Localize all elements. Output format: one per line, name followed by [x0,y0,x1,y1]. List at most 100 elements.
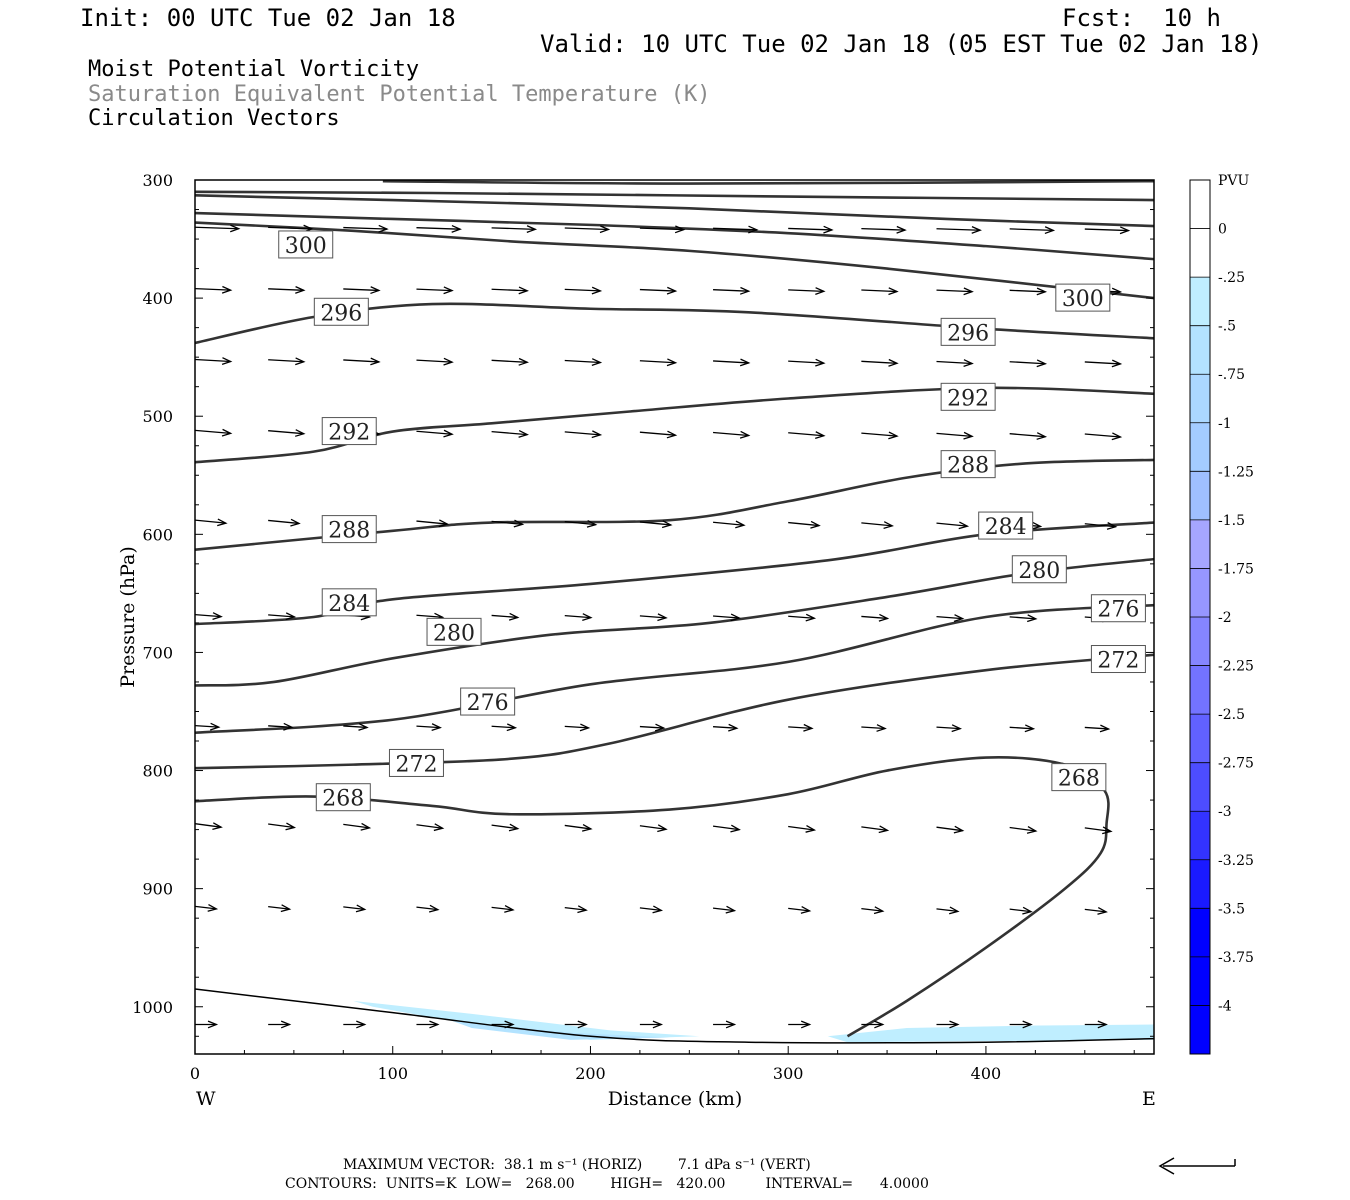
vector-head [356,1020,367,1029]
contour-label-text: 280 [433,621,475,646]
vector-head [652,905,664,914]
vector-shaft [268,519,300,525]
vector-head [230,224,241,233]
contour-label-box [315,783,371,812]
vector-shaft [1084,908,1107,913]
wind-vector [564,286,603,295]
wind-vector [788,431,826,440]
vector-shaft [639,521,671,526]
contour-label-292: 292 [940,382,996,411]
contour-label-text: 276 [467,691,509,716]
circulation-vectors [195,224,1131,1029]
wind-vector [268,822,297,831]
vector-head [221,285,233,294]
colorbar-level-label: -.75 [1218,367,1245,383]
wind-vector [1084,907,1108,915]
colorbar-swatch [1190,277,1210,327]
vector-head [815,287,826,295]
wind-vector [268,612,297,621]
vector-head [433,823,445,832]
x-tick-label: 0 [190,1064,200,1083]
vector-head [217,518,228,527]
wind-vector [416,519,450,528]
vector-shaft [268,226,312,230]
vector-head [577,1020,588,1029]
wind-vector [712,824,741,833]
contour-label-288: 288 [940,450,996,479]
contour-label-300: 300 [1055,283,1111,312]
colorbar-unit: PVU [1218,173,1250,189]
wind-vector [788,723,814,732]
wind-vector [861,431,899,440]
vector-shaft [564,227,609,231]
wind-vector [564,723,591,732]
contour-label-288: 288 [321,515,377,544]
vector-head [283,722,294,731]
vector-head [951,724,962,733]
vector-head [285,822,297,831]
y-tick-label: 300 [142,171,173,190]
wind-vector [788,613,817,622]
contour-label-268: 268 [315,783,371,812]
vector-head [581,823,593,832]
contour-label-296: 296 [313,297,369,326]
vector-shaft [861,227,906,231]
vector-shaft [268,725,292,728]
vector-shaft [712,521,744,526]
contour-line-276 [195,603,1154,735]
vector-shaft [1009,726,1034,730]
vector-shaft [861,360,898,364]
vector-head [209,722,221,731]
vector-head [666,358,678,367]
vector-head [591,358,603,367]
vector-head [657,613,668,622]
wind-vector [1009,1020,1033,1029]
wind-vector [936,825,965,834]
field-title-vectors: Circulation Vectors [88,106,340,131]
footer-max-vector: MAXIMUM VECTOR: 38.1 m s⁻¹ (HORIZ) 7.1 d… [343,1157,811,1173]
colorbar-swatch [1190,762,1210,812]
wind-vector [268,286,306,294]
vector-head [577,905,588,914]
wind-vector [268,518,301,527]
vector-shaft [713,431,749,437]
vector-shaft [788,360,824,364]
wind-vector [713,358,751,367]
wind-vector [564,1020,588,1029]
vector-shaft [936,615,963,620]
vector-shaft [788,521,820,527]
vector-shaft [1009,361,1046,365]
wind-vector [861,287,899,296]
vector-head [735,520,746,529]
wind-vector [639,430,678,439]
vector-head [212,612,223,620]
wind-vector [639,1020,664,1029]
vector-shaft [936,726,961,730]
colorbar-swatch [1190,714,1210,764]
vector-head [504,905,515,913]
vector-head [1022,906,1033,915]
vector-shaft [1009,289,1046,293]
vector-shaft [861,615,888,620]
wind-vector [564,430,603,439]
wind-vector [788,1020,812,1029]
vector-head [443,286,454,295]
vector-head [739,286,751,295]
vector-head [295,357,306,366]
vector-shaft [491,725,516,729]
vector-shaft [639,615,667,619]
vector-shaft [1084,228,1129,232]
vector-shaft [195,288,231,291]
vector-shaft [713,289,749,292]
vector-head [883,521,894,529]
contour-line-308 [195,194,1154,228]
vector-shaft [416,359,453,363]
vector-shaft [1009,908,1032,913]
wind-vector [861,906,885,915]
vector-shaft [343,906,365,911]
contour-label-text: 284 [328,592,370,617]
contour-line-300 [195,221,1154,300]
vector-head [1036,432,1048,440]
contour-label-box [1090,645,1146,674]
vector-head [451,224,462,233]
